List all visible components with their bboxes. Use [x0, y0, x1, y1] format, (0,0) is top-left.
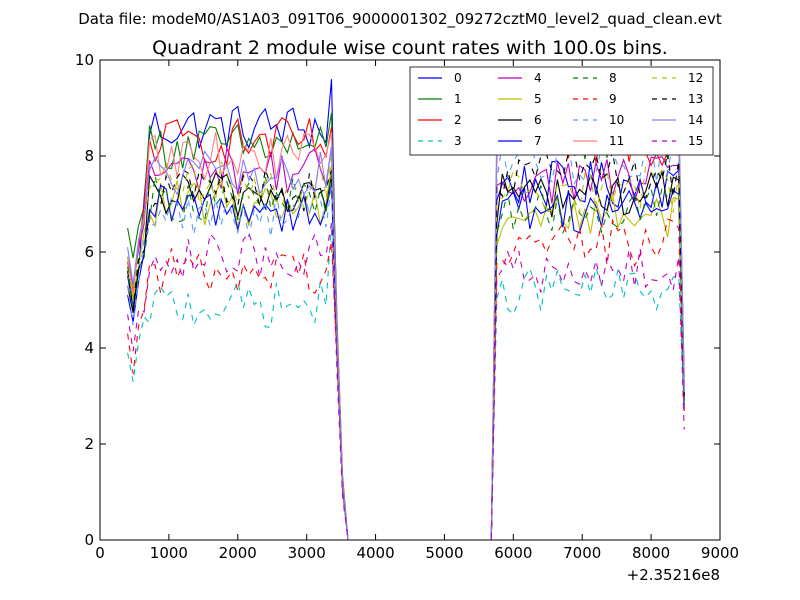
legend-label-9: 9: [609, 92, 617, 106]
legend-label-15: 15: [688, 134, 703, 148]
legend-label-8: 8: [609, 71, 617, 85]
y-tick-label: 4: [84, 339, 94, 357]
y-tick-label: 6: [84, 243, 94, 261]
x-tick-label: 6000: [494, 544, 532, 562]
x-tick-label: 5000: [425, 544, 463, 562]
x-tick-label: 4000: [356, 544, 394, 562]
x-tick-label: 3000: [288, 544, 326, 562]
y-tick-label: 10: [75, 51, 94, 69]
y-tick-label: 0: [84, 531, 94, 549]
legend-label-6: 6: [534, 113, 542, 127]
legend-label-0: 0: [454, 71, 462, 85]
y-tick-label: 2: [84, 435, 94, 453]
y-tick-label: 8: [84, 147, 94, 165]
x-tick-label: 9000: [701, 544, 739, 562]
legend-label-1: 1: [454, 92, 462, 106]
data-file-label: Data file: modeM0/AS1A03_091T06_90000013…: [78, 10, 722, 29]
series-line-7: [127, 184, 685, 541]
legend-label-2: 2: [454, 113, 462, 127]
legend-label-5: 5: [534, 92, 542, 106]
x-tick-label: 2000: [219, 544, 257, 562]
x-tick-label: 0: [95, 544, 105, 562]
series-layer: [127, 79, 685, 541]
series-line-12: [127, 155, 685, 541]
x-tick-label: 1000: [150, 544, 188, 562]
series-line-15: [127, 223, 685, 541]
legend-label-4: 4: [534, 71, 542, 85]
legend-label-14: 14: [688, 113, 703, 127]
x-tick-label: 8000: [632, 544, 670, 562]
legend-label-3: 3: [454, 134, 462, 148]
series-line-9: [127, 218, 685, 541]
tick-layer: 0 1000 2000 3000 4000 5000 6000 7000 8000 9000 0 2 4…: [75, 51, 739, 562]
series-line-10: [127, 136, 685, 541]
legend-box: [409, 66, 714, 156]
legend-label-12: 12: [688, 71, 703, 85]
legend-label-10: 10: [609, 113, 624, 127]
legend-label-13: 13: [688, 92, 703, 106]
x-tick-label: 7000: [563, 544, 601, 562]
chart-title: Quadrant 2 module wise count rates with …: [152, 37, 668, 59]
legend-label-7: 7: [534, 134, 542, 148]
x-offset-label: +2.35216e8: [627, 566, 720, 584]
plot-frame: [99, 59, 721, 541]
legend-label-11: 11: [609, 134, 624, 148]
